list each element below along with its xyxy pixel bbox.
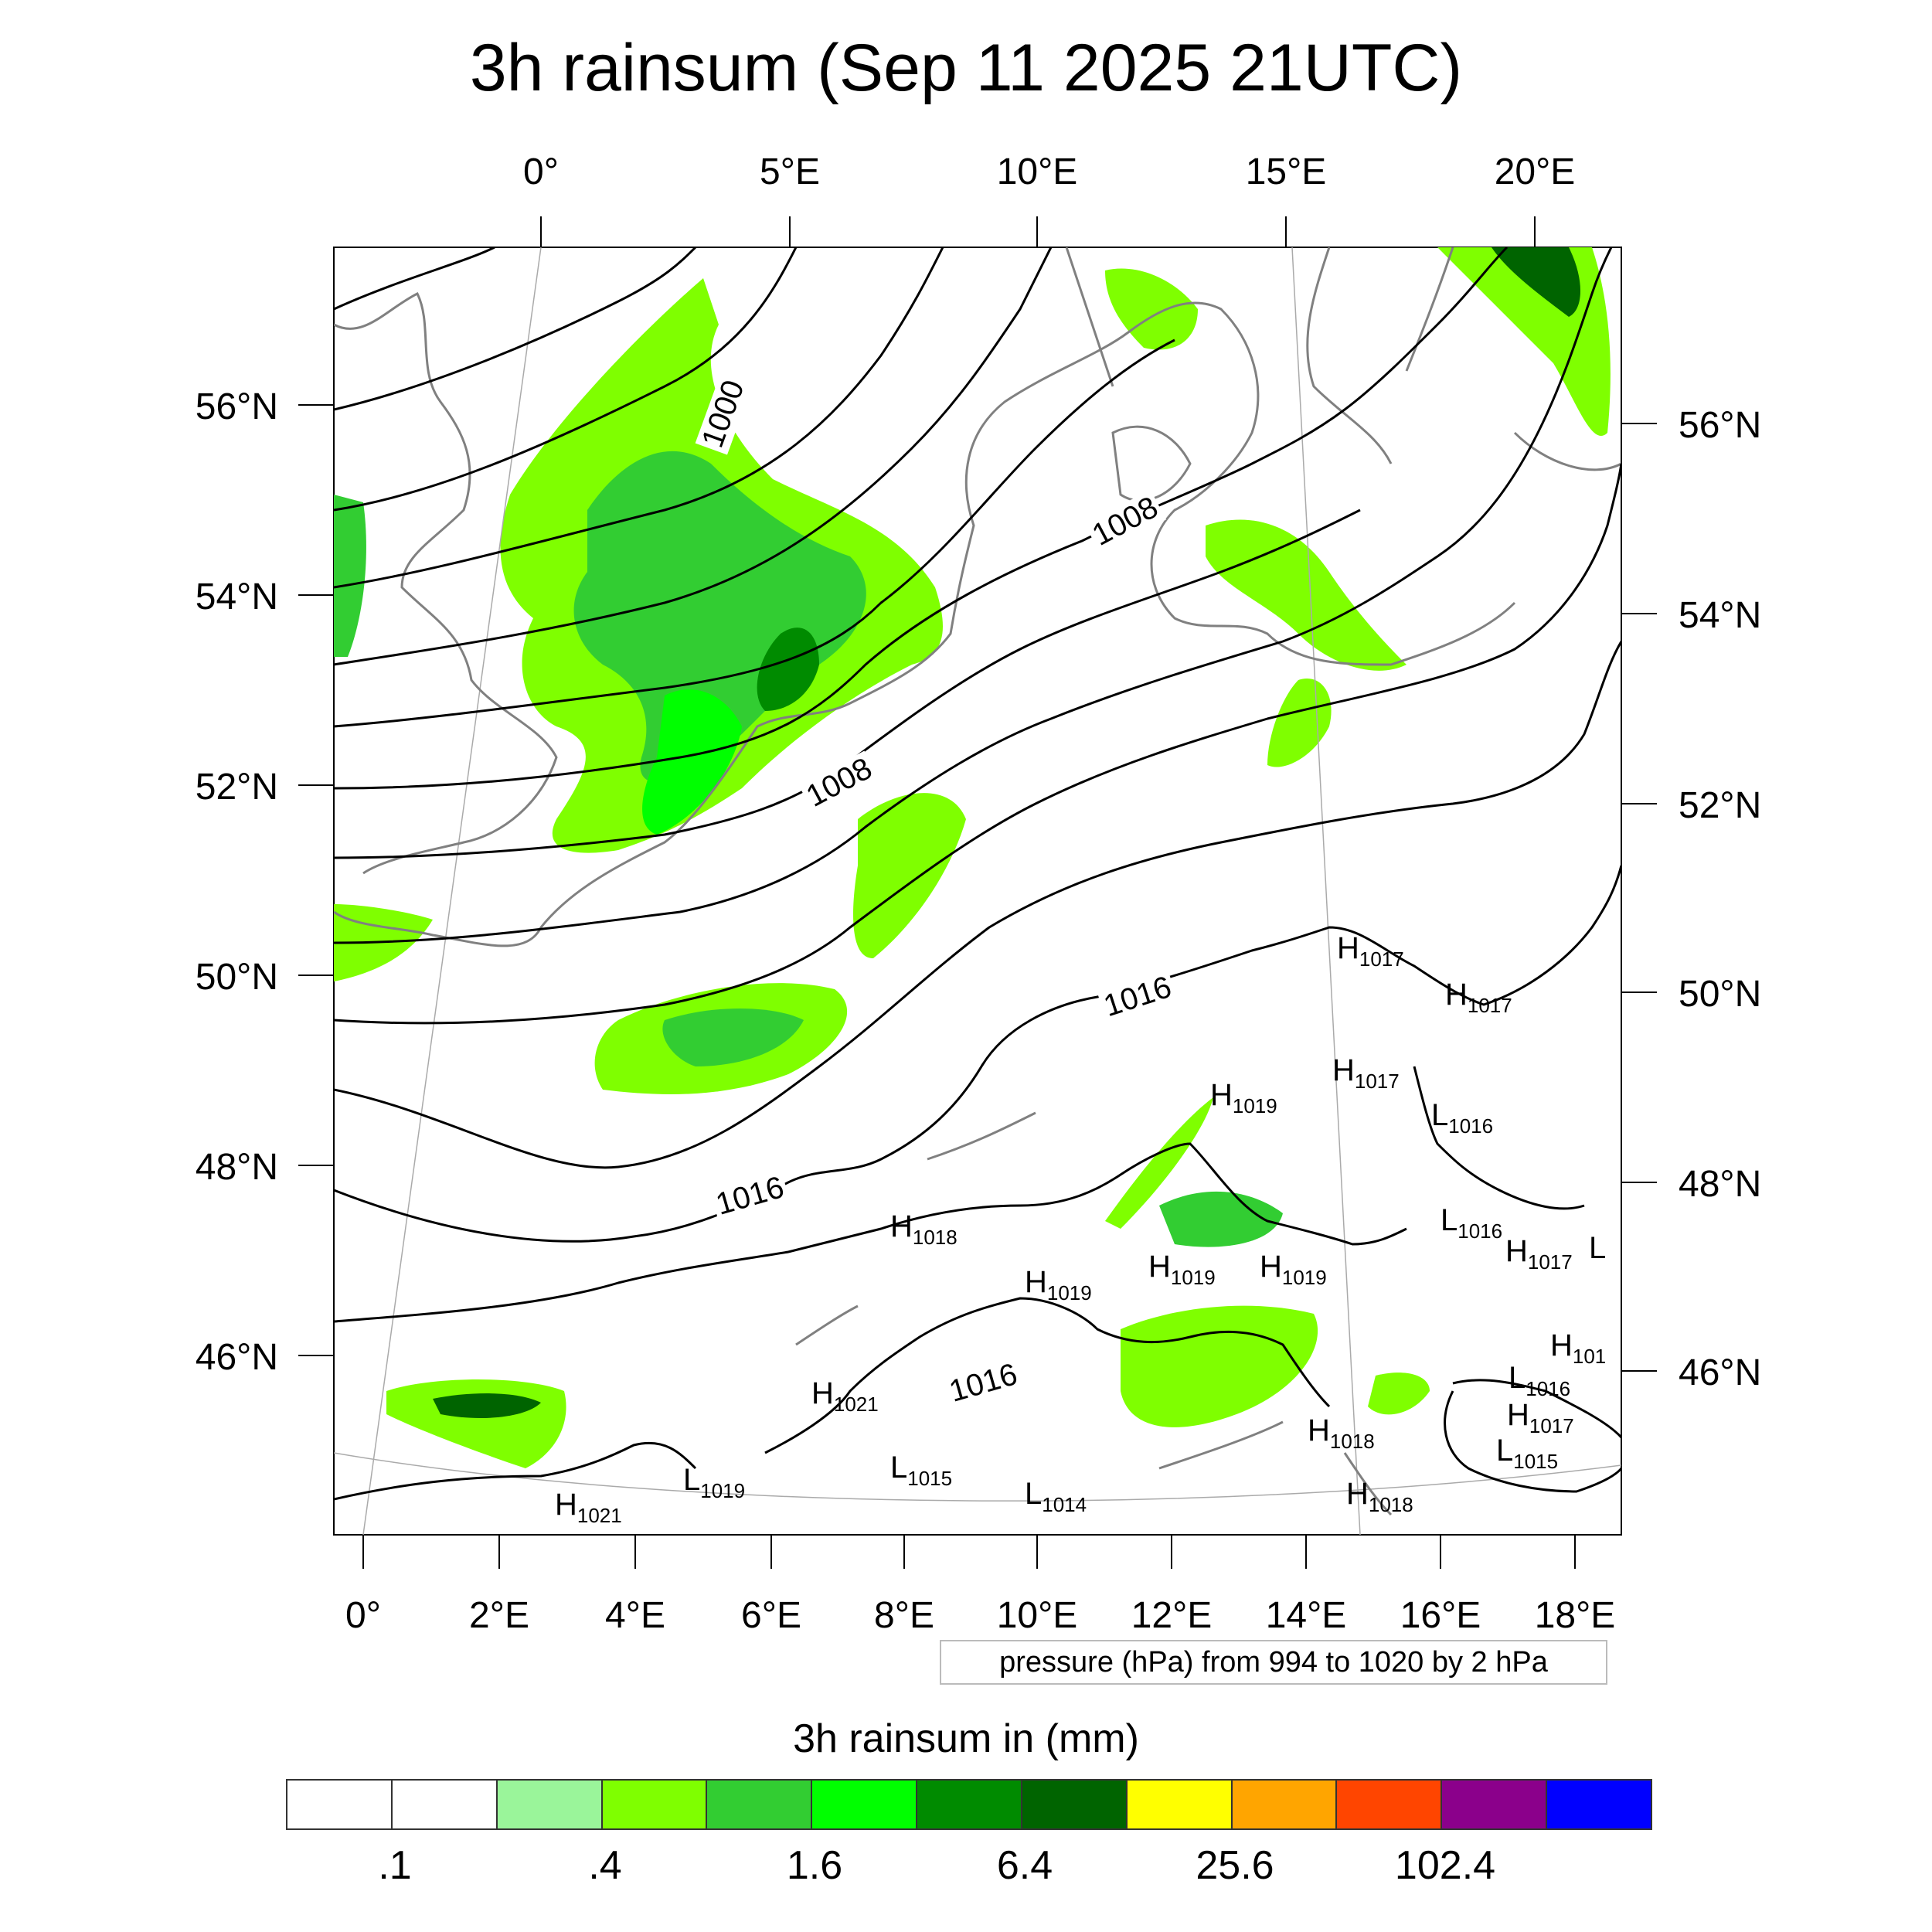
- pressure-center: L1019: [683, 1463, 745, 1502]
- colorbar-swatch: [495, 1779, 603, 1830]
- right-lat-label: 52°N: [1679, 785, 1761, 826]
- top-lon-label: 10°E: [997, 151, 1078, 192]
- left-lat-label: 54°N: [196, 577, 278, 617]
- pressure-center: H1019: [1148, 1250, 1216, 1289]
- left-lat-label: 56°N: [196, 386, 278, 427]
- pressure-centers: H1017 H1017 H1017 H1019 L1016 H1018 L101…: [555, 931, 1606, 1527]
- axis-ticks: [298, 216, 1657, 1569]
- isobar-labels: 1000 1008 1008 1016 1016 1016: [695, 373, 1179, 1410]
- right-lat-label: 46°N: [1679, 1352, 1761, 1393]
- right-lat-label: 48°N: [1679, 1164, 1761, 1205]
- right-lat-labels: 56°N 54°N 52°N 50°N 48°N 46°N: [1679, 405, 1761, 1393]
- rain-area-baltic-north-core: [1492, 247, 1580, 317]
- colorbar-label: 102.4: [1394, 1843, 1496, 1888]
- bottom-lon-label: 18°E: [1535, 1595, 1616, 1636]
- pressure-center: H1019: [1025, 1265, 1092, 1304]
- rain-area-north-sea-peak: [757, 628, 819, 711]
- isobars: [334, 247, 1621, 1501]
- colorbar-swatch: [600, 1779, 708, 1830]
- pressure-center: H1017: [1337, 931, 1404, 971]
- top-lon-label: 0°: [523, 151, 559, 192]
- bottom-lon-label: 6°E: [741, 1595, 801, 1636]
- right-lat-label: 50°N: [1679, 974, 1761, 1015]
- pressure-center: H1018: [1308, 1413, 1375, 1453]
- colorbar-swatch: [390, 1779, 498, 1830]
- pressure-center: H1017: [1507, 1398, 1574, 1437]
- bottom-lon-label: 2°E: [469, 1595, 529, 1636]
- right-lat-label: 54°N: [1679, 595, 1761, 636]
- pressure-center: H1019: [1210, 1078, 1277, 1117]
- rain-area-alps: [1121, 1305, 1318, 1427]
- pressure-center: L1014: [1025, 1477, 1087, 1516]
- right-lat-label: 56°N: [1679, 405, 1761, 446]
- pressure-center: H1018: [1346, 1477, 1413, 1516]
- rain-area-uk-west: [334, 495, 366, 657]
- colorbar-swatch: [706, 1779, 813, 1830]
- rain-area-north-sea-core: [573, 451, 866, 784]
- left-lat-label: 52°N: [196, 767, 278, 808]
- rain-area-alps-east: [1159, 1191, 1283, 1247]
- rain-area-hungary: [1368, 1372, 1430, 1415]
- rain-area-belgium: [853, 793, 966, 958]
- top-lon-label: 5°E: [760, 151, 820, 192]
- top-lon-labels: 0° 5°E 10°E 15°E 20°E: [523, 151, 1575, 192]
- pressure-center: H1017: [1332, 1053, 1400, 1093]
- colorbar-label: 25.6: [1196, 1843, 1274, 1888]
- pressure-center: H1017: [1505, 1234, 1573, 1274]
- left-lat-label: 50°N: [196, 957, 278, 998]
- pressure-center: L: [1589, 1231, 1606, 1265]
- pressure-center: L1016: [1431, 1098, 1493, 1138]
- colorbar-swatch: [286, 1779, 393, 1830]
- colorbar-swatch: [1020, 1779, 1128, 1830]
- pressure-center: H1021: [555, 1488, 622, 1527]
- bottom-lon-label: 12°E: [1131, 1595, 1213, 1636]
- left-lat-label: 46°N: [196, 1337, 278, 1378]
- colorbar-label: .4: [588, 1843, 622, 1888]
- pressure-center: H1017: [1445, 978, 1512, 1017]
- colorbar-swatch: [916, 1779, 1022, 1830]
- pressure-center: L1016: [1440, 1203, 1502, 1243]
- pressure-center: H101: [1550, 1328, 1606, 1368]
- pressure-center: H1018: [890, 1209, 957, 1249]
- bottom-lon-label: 10°E: [997, 1595, 1078, 1636]
- colorbar-swatch: [1230, 1779, 1338, 1830]
- pressure-center: H1021: [811, 1376, 879, 1416]
- rain-area-netherlands: [642, 689, 742, 835]
- map-title: 3h rainsum (Sep 11 2025 21UTC): [469, 31, 1463, 105]
- colorbar-title: 3h rainsum in (mm): [793, 1716, 1139, 1761]
- colorbar-label: 6.4: [996, 1843, 1053, 1888]
- rain-area-bay-core: [433, 1393, 541, 1418]
- pressure-center: H1019: [1260, 1250, 1327, 1289]
- plot-frame: [333, 247, 1622, 1536]
- bottom-lon-label: 0°: [345, 1595, 381, 1636]
- bottom-lon-label: 14°E: [1266, 1595, 1347, 1636]
- pressure-center: L1016: [1509, 1361, 1570, 1400]
- rain-band-alps-1: [1105, 1097, 1213, 1229]
- colorbar-swatch: [811, 1779, 918, 1830]
- bottom-lon-label: 8°E: [874, 1595, 934, 1636]
- left-lat-label: 48°N: [196, 1147, 278, 1188]
- colorbar: [286, 1779, 1652, 1830]
- bottom-lon-label: 4°E: [605, 1595, 665, 1636]
- top-lon-label: 20°E: [1495, 151, 1576, 192]
- rain-area-france-core: [662, 1009, 804, 1066]
- top-lon-label: 15°E: [1246, 151, 1327, 192]
- bottom-lon-label: 16°E: [1400, 1595, 1481, 1636]
- pressure-center: L1015: [1496, 1434, 1558, 1473]
- colorbar-swatch: [1546, 1779, 1652, 1830]
- colorbar-swatch: [1335, 1779, 1443, 1830]
- colorbar-swatch: [1440, 1779, 1548, 1830]
- colorbar-label: .1: [378, 1843, 412, 1888]
- colorbar-swatch: [1125, 1779, 1233, 1830]
- left-lat-labels: 56°N 54°N 52°N 50°N 48°N 46°N: [196, 386, 278, 1378]
- pressure-center: L1015: [890, 1451, 952, 1490]
- contour-info-footnote: pressure (hPa) from 994 to 1020 by 2 hPa: [940, 1640, 1607, 1685]
- colorbar-label: 1.6: [786, 1843, 843, 1888]
- bottom-lon-labels: 0° 2°E 4°E 6°E 8°E 10°E 12°E 14°E 16°E 1…: [345, 1595, 1615, 1636]
- rain-area-poland: [1267, 679, 1332, 767]
- rain-area-scandinavia: [1105, 268, 1198, 350]
